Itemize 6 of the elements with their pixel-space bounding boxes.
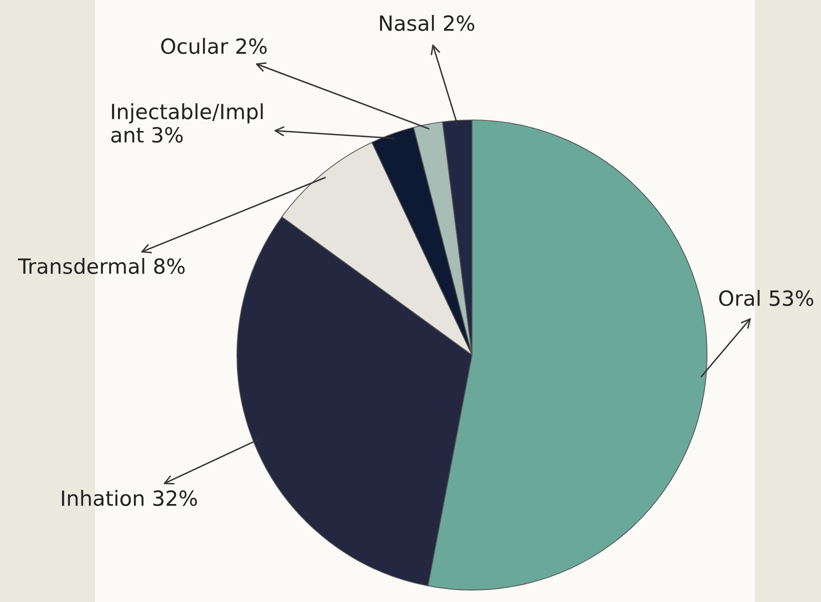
slice-label: Nasal 2% [380,14,474,32]
slice-label: Oral 53% [719,290,814,306]
slice-label: Injectable/Impl ant 3% [111,103,263,143]
legend-label: Inhation 32% [62,490,198,506]
slice-label: Ocular 2% [161,38,267,54]
slice-label: Transdermal 8% [18,258,185,274]
